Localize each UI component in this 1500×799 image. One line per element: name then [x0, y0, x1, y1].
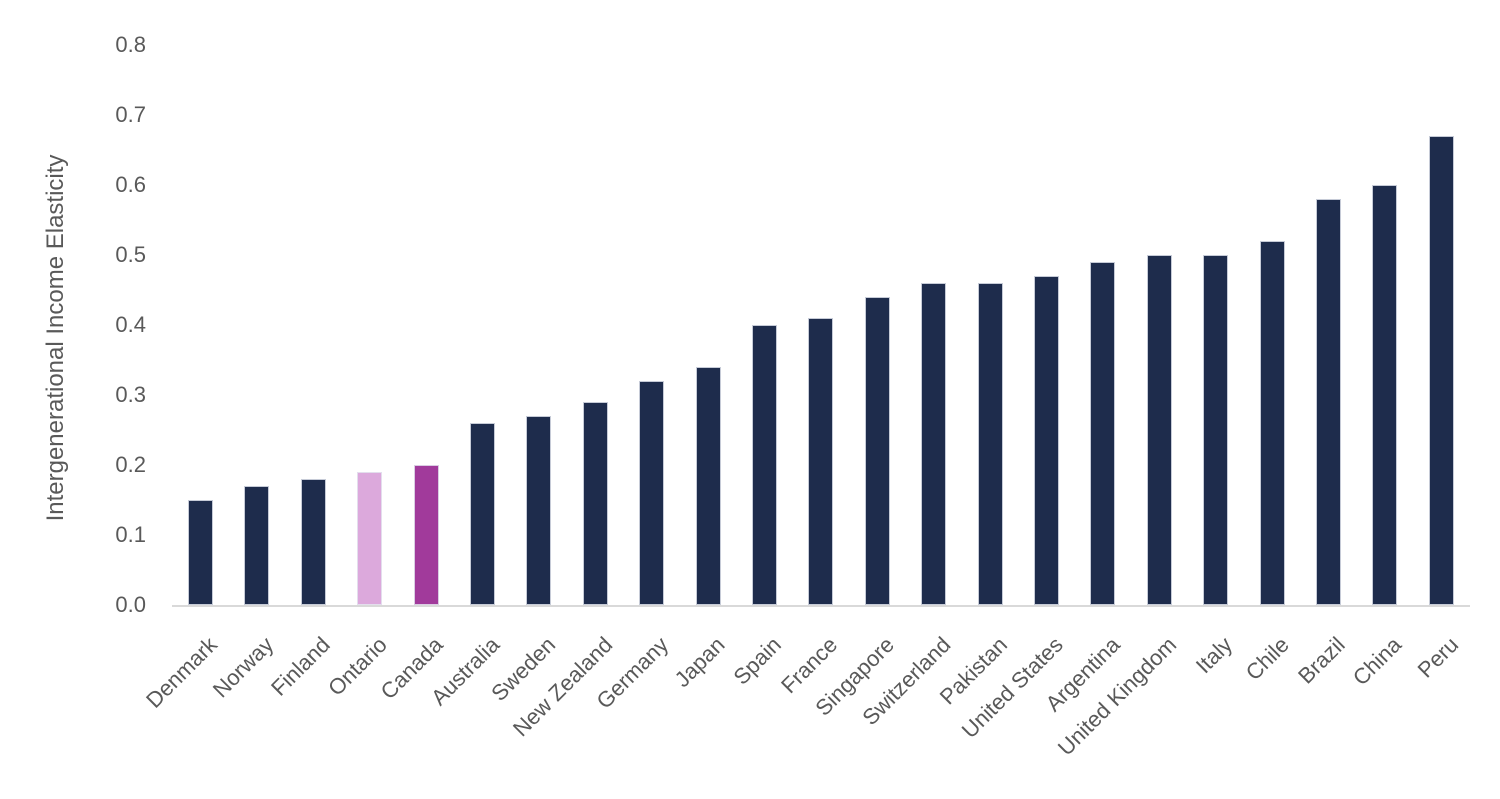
bar-argentina: [1090, 262, 1116, 605]
bar-switzerland: [921, 283, 947, 605]
bar-chile: [1259, 241, 1285, 605]
x-label-brazil: Brazil: [1293, 632, 1351, 689]
bar-italy: [1203, 255, 1229, 605]
y-tick-label-0.7: 0.7: [115, 102, 146, 127]
x-label-peru: Peru: [1412, 632, 1463, 683]
y-tick-label-0.1: 0.1: [115, 522, 146, 547]
y-tick-label-0.2: 0.2: [115, 452, 146, 477]
x-label-chile: Chile: [1240, 632, 1294, 686]
bar-france: [808, 318, 834, 605]
x-label-norway: Norway: [208, 632, 279, 703]
bar-australia: [470, 423, 495, 605]
bar-china: [1372, 185, 1398, 605]
y-tick-label-0.5: 0.5: [115, 242, 146, 267]
bar-peru: [1428, 136, 1454, 605]
bar-singapore: [864, 297, 890, 605]
y-tick-label-0.3: 0.3: [115, 382, 146, 407]
x-axis-line: [172, 605, 1470, 607]
y-axis-title: Intergenerational Income Elasticity: [42, 154, 69, 522]
bar-germany: [639, 381, 665, 605]
bar-finland: [300, 479, 326, 605]
y-tick-label-0.6: 0.6: [115, 172, 146, 197]
bar-japan: [695, 367, 721, 605]
bar-sweden: [526, 416, 552, 605]
bar-pakistan: [977, 283, 1003, 605]
y-tick-label-0.4: 0.4: [115, 312, 146, 337]
bar-canada: [413, 465, 439, 605]
y-tick-label-0.0: 0.0: [115, 592, 146, 617]
y-tick-label-0.8: 0.8: [115, 32, 146, 57]
x-label-denmark: Denmark: [141, 632, 223, 713]
bar-norway: [244, 486, 270, 605]
bar-new-zealand: [582, 402, 608, 605]
bar-brazil: [1316, 199, 1341, 605]
x-label-finland: Finland: [266, 632, 335, 701]
x-label-japan: Japan: [669, 632, 730, 693]
bar-ontario: [357, 472, 383, 605]
x-label-italy: Italy: [1191, 632, 1238, 679]
bar-denmark: [188, 500, 213, 605]
bar-united-states: [1034, 276, 1059, 605]
bar-united-kingdom: [1146, 255, 1172, 605]
x-label-china: China: [1348, 632, 1407, 691]
bar-spain: [752, 325, 777, 605]
